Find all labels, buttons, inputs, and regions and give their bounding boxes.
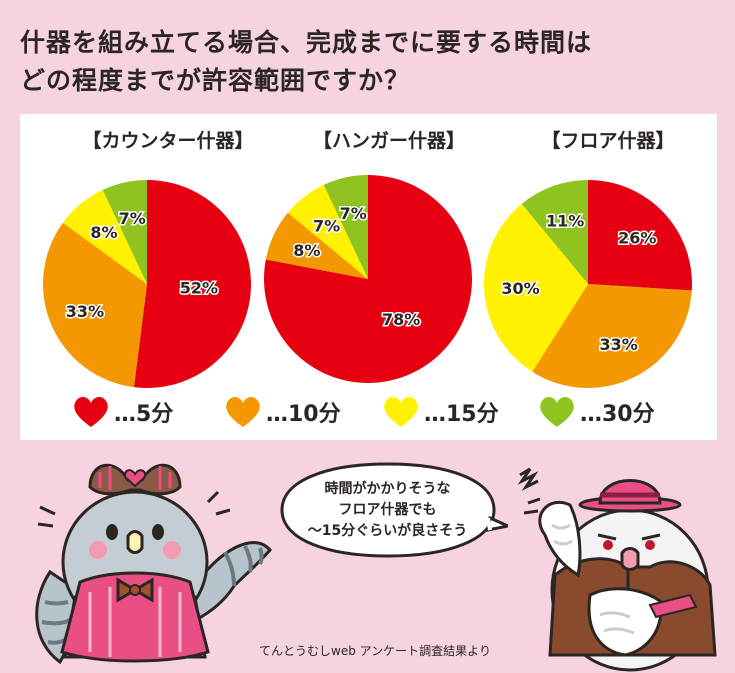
pie-slice-hanger-5min [264,175,473,383]
speech-bubble-text: 時間がかかりそうな フロア什器でも ～15分ぐらいが良さそう [280,479,495,542]
pigeon-character-illustration [35,463,272,665]
pie-slice-counter-15min [62,189,148,284]
pie-label-hanger-30min: 7% [340,204,367,223]
pie-charts: 52%33%8%7%78%8%7%7%26%33%30%11% [42,175,692,388]
chart-title-counter: 【カウンター什器】 [82,130,254,152]
bubble-line-2: フロア什器でも [338,502,437,518]
pie-label-counter-30min: 7% [119,209,146,228]
pie-label-floor-30min: 11% [546,211,584,230]
source-note: てんとうむしweb アンケート調査結果より [259,644,491,658]
legend-item-15min: …15分 [382,394,499,430]
heart-orange-icon [226,397,260,427]
title-line-2: どの程度までが許容範囲ですか？ [20,66,411,95]
legend-label-15min: …15分 [424,402,499,427]
pie-slice-counter-10min [42,222,147,388]
bubble-line-1: 時間がかかりそうな [324,481,451,497]
pie-label-floor-15min: 30% [501,279,539,298]
pie-slice-floor-5min [588,180,692,291]
pie-label-counter-15min: 8% [90,223,117,242]
heart-red-icon [74,397,108,427]
pie-slice-hanger-15min [287,184,368,279]
pie-label-hanger-5min: 78% [382,310,420,329]
pie-slice-hanger-10min [265,212,368,279]
page-title: 什器を組み立てる場合、完成までに要する時間は どの程度までが許容範囲ですか？ [20,24,720,100]
pie-slice-counter-30min [102,180,147,284]
white-bird-character-illustration [517,467,717,672]
legend-item-10min: …10分 [224,394,341,430]
pie-slice-counter-5min [133,180,251,388]
pie-slice-floor-15min [483,203,588,372]
legend-label-5min: …5分 [114,402,174,427]
legend-item-30min: …30分 [538,394,655,430]
bubble-line-3: ～15分ぐらいが良さそう [307,523,468,539]
pie-label-floor-5min: 26% [618,229,656,248]
pie-slice-floor-30min [521,180,588,284]
speech-bubble [280,462,508,558]
legend-item-5min: …5分 [72,394,173,430]
legend-label-10min: …10分 [266,402,341,427]
pie-slice-hanger-30min [323,175,368,279]
pie-slice-floor-10min [532,284,692,388]
heart-green-icon [540,397,574,427]
pie-label-floor-10min: 33% [600,335,638,354]
chart-title-floor: 【フロア什器】 [541,130,675,152]
heart-yellow-icon [384,397,418,427]
pie-label-hanger-10min: 8% [293,241,320,260]
chart-title-hanger: 【ハンガー什器】 [312,130,465,152]
title-line-1: 什器を組み立てる場合、完成までに要する時間は [20,28,593,57]
pie-label-hanger-15min: 7% [313,217,340,236]
pie-label-counter-5min: 52% [180,278,218,297]
legend-label-30min: …30分 [580,402,655,427]
pie-label-counter-10min: 33% [66,302,104,321]
chart-panel: 【カウンター什器】 【ハンガー什器】 【フロア什器】 52% 33% 8% 7% 78%… [20,114,717,440]
